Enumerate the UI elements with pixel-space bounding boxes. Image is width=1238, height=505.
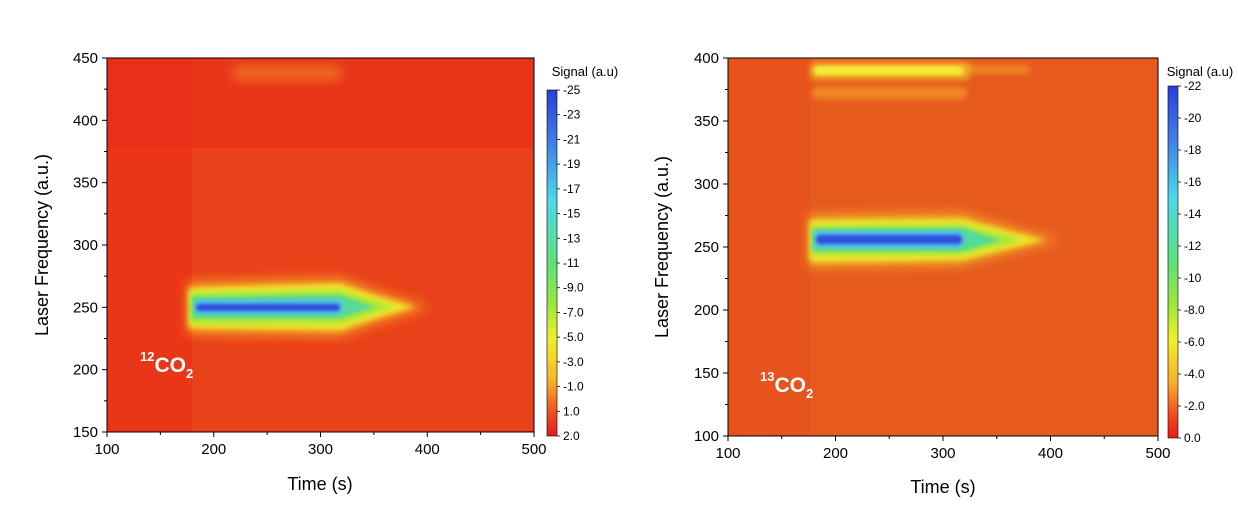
- y-tick-label: 400: [694, 50, 719, 67]
- colorbar-label: -1.0: [563, 380, 584, 394]
- y-axis-title: Laser Frequency (a.u.): [652, 156, 672, 338]
- colorbar: [546, 89, 558, 437]
- x-tick-label: 500: [521, 441, 546, 458]
- main-absorption-band: [809, 213, 1060, 267]
- x-axis-ticks: 100 200 300 400 500: [94, 432, 547, 458]
- colorbar-label: -14: [1184, 207, 1202, 221]
- y-axis-title: Laser Frequency (a.u.): [32, 154, 52, 336]
- y-tick-label: 200: [694, 302, 719, 319]
- x-axis-title: Time (s): [910, 477, 975, 497]
- colorbar-label: 1.0: [563, 404, 580, 418]
- y-tick-label: 300: [73, 237, 98, 254]
- colorbar-label: -3.0: [563, 355, 584, 369]
- x-axis-ticks: 100 200 300 400 500: [715, 436, 1171, 462]
- colorbar-label: 0.0: [1184, 431, 1201, 445]
- colorbar-label: -16: [1184, 175, 1202, 189]
- colorbar-label: -21: [563, 132, 581, 146]
- colorbar-label: -8.0: [1184, 303, 1205, 317]
- colorbar-label: -2.0: [1184, 399, 1205, 413]
- colorbar-labels: -25 -23 -21 -19 -17 -15 -13 -11 -9.0 -7.0 -5.0 -3.0…: [557, 83, 584, 443]
- colorbar-label: -17: [563, 182, 581, 196]
- y-tick-label: 350: [73, 175, 98, 192]
- x-tick-label: 100: [715, 445, 740, 462]
- chart-13co2: 100 150 200 250 300 350 400 100 200 300 400 500 Ti…: [652, 50, 1233, 497]
- colorbar-label: -9.0: [563, 281, 584, 295]
- y-tick-label: 250: [73, 299, 98, 316]
- colorbar-label: -11: [563, 256, 580, 270]
- colorbar-label: -10: [1184, 271, 1202, 285]
- colorbar-label: -25: [563, 83, 581, 97]
- species-label: 12CO2: [140, 349, 193, 381]
- y-tick-label: 100: [694, 428, 719, 445]
- weak-upper-band: [232, 66, 342, 80]
- y-tick-label: 400: [73, 112, 98, 129]
- colorbar-label: -5.0: [563, 330, 584, 344]
- y-tick-label: 300: [694, 176, 719, 193]
- colorbar-label: -23: [563, 108, 581, 122]
- colorbar-label: -22: [1184, 79, 1202, 93]
- x-tick-label: 200: [201, 441, 226, 458]
- x-tick-label: 500: [1145, 445, 1170, 462]
- colorbar-label: -13: [563, 231, 581, 245]
- main-absorption-band: [188, 278, 430, 336]
- heatmap-region-pre-injection: [728, 58, 810, 436]
- y-tick-label: 450: [73, 50, 98, 67]
- colorbar-label: -12: [1184, 239, 1202, 253]
- x-tick-label: 300: [308, 441, 333, 458]
- x-tick-label: 100: [94, 441, 119, 458]
- colorbar-title: Signal (a.u): [552, 64, 618, 79]
- x-tick-label: 300: [930, 445, 955, 462]
- colorbar-title: Signal (a.u): [1167, 64, 1233, 79]
- y-axis-ticks: 100 150 200 250 300 350 400: [694, 50, 728, 445]
- colorbar-label: -4.0: [1184, 367, 1205, 381]
- y-axis-ticks: 150 200 250 300 350 400 450: [73, 50, 107, 441]
- chart-12co2: 150 200 250 300 350 400 450 100 200 300 400 500 Ti…: [32, 50, 618, 494]
- y-tick-label: 150: [73, 424, 98, 441]
- y-tick-label: 150: [694, 365, 719, 382]
- y-tick-label: 200: [73, 362, 98, 379]
- x-tick-label: 400: [1038, 445, 1063, 462]
- colorbar-label: -19: [563, 157, 581, 171]
- y-tick-label: 250: [694, 239, 719, 256]
- colorbar-label: -6.0: [1184, 335, 1205, 349]
- species-label: 13CO2: [760, 369, 813, 401]
- colorbar-label: 2.0: [563, 429, 580, 443]
- x-tick-label: 200: [823, 445, 848, 462]
- x-tick-label: 400: [415, 441, 440, 458]
- colorbar-label: -18: [1184, 143, 1202, 157]
- x-axis-title: Time (s): [287, 474, 352, 494]
- y-tick-label: 350: [694, 113, 719, 130]
- colorbar-label: -7.0: [563, 305, 584, 319]
- colorbar-label: -15: [563, 207, 581, 221]
- colorbar: [1167, 85, 1179, 439]
- upper-bands: [810, 62, 1030, 99]
- colorbar-label: -20: [1184, 111, 1202, 125]
- colorbar-labels: -22 -20 -18 -16 -14 -12 -10 -8.0 -6.0 -4.0 -2.0 0.0: [1178, 79, 1205, 445]
